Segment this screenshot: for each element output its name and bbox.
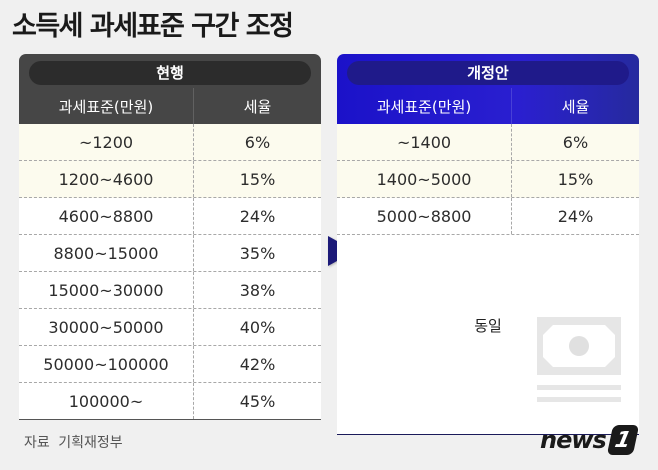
range-cell: ~1400 [337, 124, 512, 160]
rate-cell: 24% [557, 206, 594, 226]
current-table: 현행 과세표준(만원) 세율 ~1200 6% 1200~4600 15% 4600… [19, 54, 321, 420]
news1-logo: news 1 [540, 425, 640, 455]
proposed-table: 개정안 과세표준(만원) 세율 ~1400 6% 1400~5000 15% 500… [337, 54, 639, 435]
rate-cell: 40% [239, 317, 276, 337]
table-row: 15000~30000 38% [19, 272, 321, 309]
range-cell: 5000~8800 [337, 198, 512, 234]
rate-cell: 24% [239, 206, 276, 226]
logo-text: news [540, 426, 607, 454]
range-cell: 100000~ [19, 383, 194, 419]
page-title: 소득세 과세표준 구간 조정 [12, 11, 294, 42]
rate-cell: 35% [239, 243, 276, 263]
current-label: 현행 [29, 61, 311, 85]
range-cell: 1400~5000 [337, 161, 512, 197]
range-cell: 30000~50000 [19, 309, 194, 345]
table-row: 8800~15000 35% [19, 235, 321, 272]
same-section: 동일 [337, 235, 639, 435]
decor-line [537, 385, 621, 390]
range-cell: 50000~100000 [19, 346, 194, 382]
table-row: 100000~ 45% [19, 383, 321, 420]
rate-cell: 15% [557, 169, 594, 189]
table-row: 1200~4600 15% [19, 161, 321, 198]
table-row: 1400~5000 15% [337, 161, 639, 198]
logo-mark: 1 [606, 425, 640, 455]
decor-line [537, 397, 621, 402]
col-header-rate: 세율 [561, 97, 590, 116]
table-row: 30000~50000 40% [19, 309, 321, 346]
rate-cell: 6% [244, 132, 271, 152]
table-row: ~1400 6% [337, 124, 639, 161]
table-row: 5000~8800 24% [337, 198, 639, 235]
col-header-base: 과세표준(만원) [19, 88, 194, 124]
rate-cell: 45% [239, 391, 276, 411]
rate-cell: 15% [239, 169, 276, 189]
table-row: ~1200 6% [19, 124, 321, 161]
col-header-rate: 세율 [243, 97, 272, 116]
proposed-label: 개정안 [347, 61, 629, 85]
rate-cell: 38% [239, 280, 276, 300]
range-cell: 1200~4600 [19, 161, 194, 197]
banknote-icon [537, 317, 621, 375]
table-row: 50000~100000 42% [19, 346, 321, 383]
table-row: 4600~8800 24% [19, 198, 321, 235]
range-cell: ~1200 [19, 124, 194, 160]
rate-cell: 42% [239, 354, 276, 374]
source-text: 자료 기획재정부 [24, 435, 123, 451]
proposed-table-header: 개정안 과세표준(만원) 세율 [337, 54, 639, 124]
range-cell: 4600~8800 [19, 198, 194, 234]
range-cell: 15000~30000 [19, 272, 194, 308]
range-cell: 8800~15000 [19, 235, 194, 271]
col-header-base: 과세표준(만원) [337, 88, 512, 124]
same-label: 동일 [474, 317, 502, 335]
current-table-header: 현행 과세표준(만원) 세율 [19, 54, 321, 124]
rate-cell: 6% [562, 132, 589, 152]
